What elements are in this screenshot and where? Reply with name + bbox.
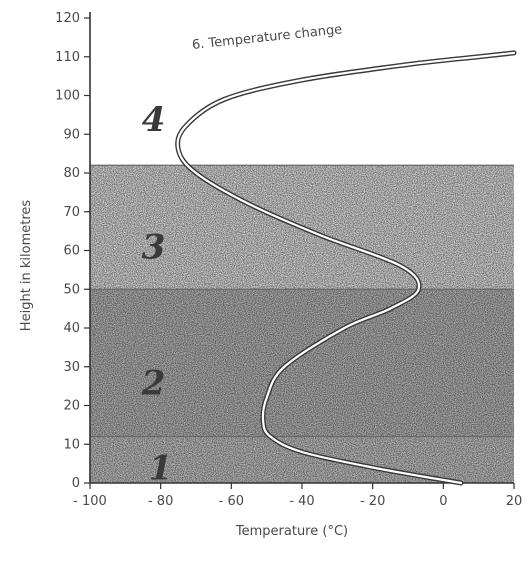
- temperature-curve-line: [176, 51, 516, 485]
- y-tick-label: 30: [63, 360, 80, 375]
- y-tick-label: 60: [63, 244, 80, 259]
- y-tick-label: 0: [72, 476, 80, 491]
- layer-label-1: 1: [149, 449, 173, 489]
- layer-label-4: 4: [142, 100, 166, 140]
- atmosphere-layers: [90, 164, 514, 483]
- curve-label: 6. Temperature change: [191, 22, 343, 53]
- y-tick-label: 90: [63, 127, 80, 142]
- y-tick-label: 10: [63, 437, 80, 452]
- y-tick-label: 120: [55, 11, 80, 26]
- y-tick-label: 100: [55, 89, 80, 104]
- x-tick-label: - 80: [148, 494, 173, 509]
- x-tick-label: - 100: [73, 494, 107, 509]
- layer-band-texture-1: [90, 436, 514, 483]
- y-axis-title: Height in kilometres: [19, 200, 34, 332]
- layer-label-2: 2: [141, 363, 166, 403]
- y-tick-label: 110: [55, 50, 80, 65]
- x-tick-label: 0: [439, 494, 447, 509]
- x-axis-title: Temperature (°C): [235, 524, 348, 539]
- x-tick-label: - 20: [360, 494, 385, 509]
- x-tick-label: - 60: [219, 494, 244, 509]
- layer-band-texture-2: [90, 289, 514, 437]
- layer-labels: 1 2 3 4: [141, 100, 173, 489]
- y-tick-label: 40: [63, 321, 80, 336]
- y-tick-label: 20: [63, 399, 80, 414]
- x-tick-label: 20: [506, 494, 523, 509]
- x-tick-label: - 40: [289, 494, 314, 509]
- y-tick-label: 50: [63, 282, 80, 297]
- y-tick-label: 80: [63, 166, 80, 181]
- y-tick-label: 70: [63, 205, 80, 220]
- layer-label-3: 3: [142, 228, 166, 268]
